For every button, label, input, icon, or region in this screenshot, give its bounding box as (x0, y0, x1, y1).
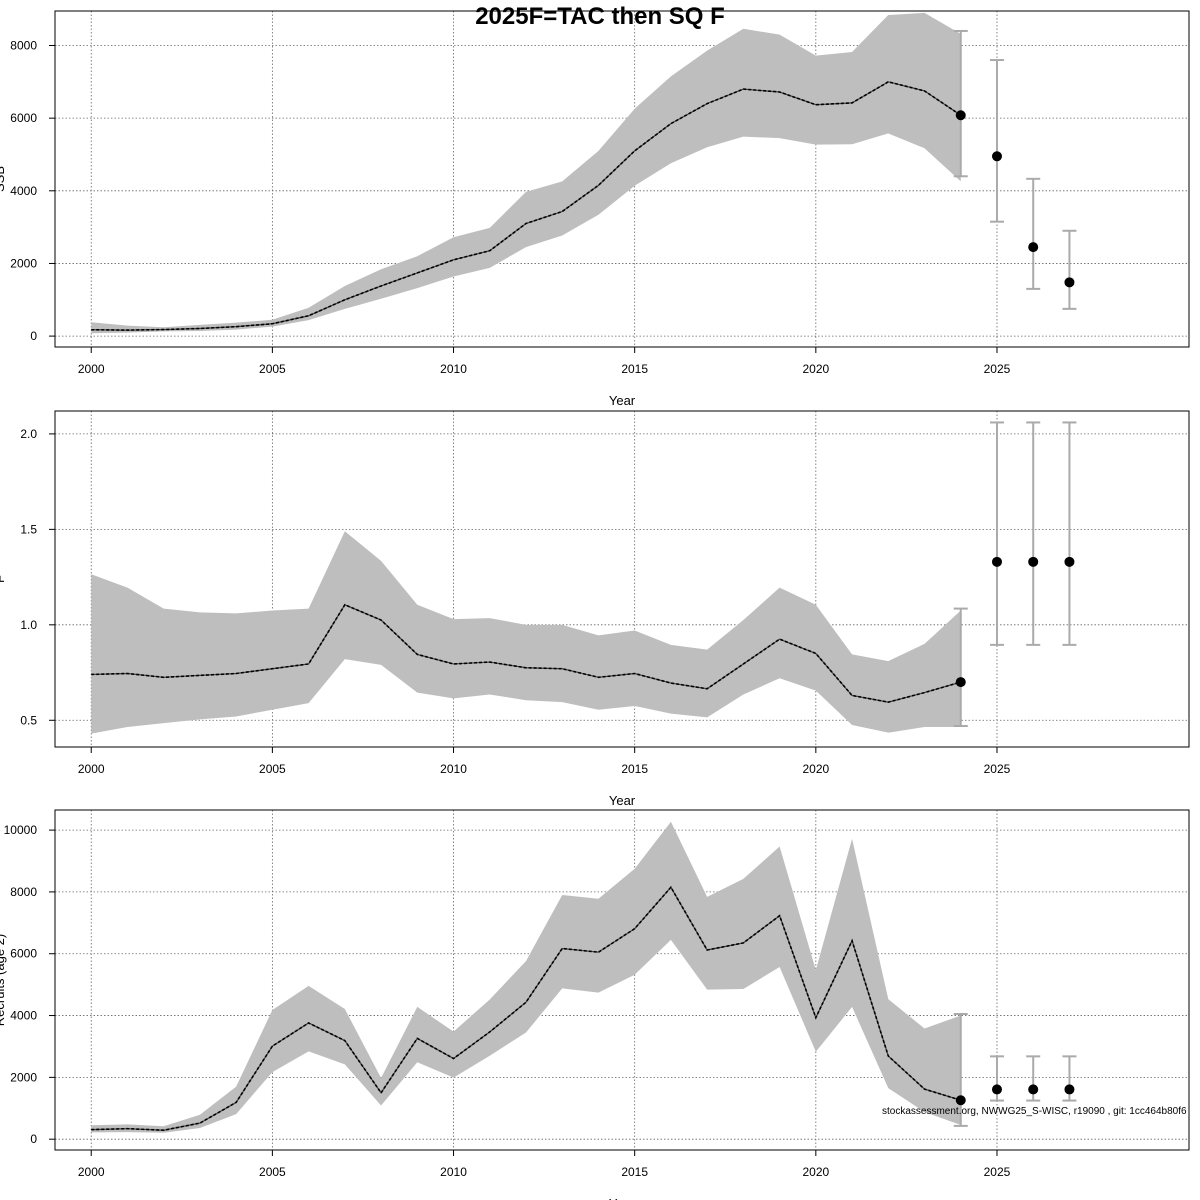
recruits-x-tick-label: 2010 (440, 1165, 467, 1179)
ssb-y-axis-label: SSB (0, 166, 7, 192)
f-forecast-point-2025 (991, 556, 1002, 567)
recruits-panel: 2000 2005 2010 2015 2020 2025 0 2000 4000 6000 800… (0, 809, 1190, 1200)
f-y-tick-label: 1.5 (20, 522, 37, 536)
f-x-tick-label: 2010 (440, 762, 467, 776)
ssb-x-axis-label: Year (609, 393, 636, 408)
ssb-forecast-point-2027 (1064, 277, 1075, 288)
ssb-last-year-point (955, 110, 966, 121)
ssb-x-tick-label: 2015 (621, 362, 648, 376)
ssb-y-tick-label: 6000 (10, 111, 37, 125)
recruits-x-tick-label: 2025 (984, 1165, 1011, 1179)
recruits-forecast-point-2025 (991, 1084, 1002, 1095)
f-forecast-point-2027 (1064, 556, 1075, 567)
f-estimate-line-dash (91, 603, 961, 703)
recruits-y-axis-label: Recruits (age 2) (0, 934, 7, 1026)
recruits-y-tick-label: 6000 (10, 947, 37, 961)
ssb-y-tick-label: 2000 (10, 256, 37, 270)
recruits-x-tick-label: 2020 (802, 1165, 829, 1179)
f-x-tick-label: 2000 (78, 762, 105, 776)
f-y-tick-label: 0.5 (20, 713, 37, 727)
recruits-y-tick-label: 4000 (10, 1009, 37, 1023)
recruits-estimate-line-dash (91, 885, 961, 1132)
f-x-tick-label: 2025 (984, 762, 1011, 776)
figure-title: 2025F=TAC then SQ F (475, 3, 725, 30)
f-y-tick-label: 1.0 (20, 618, 37, 632)
ssb-x-tick-label: 2010 (440, 362, 467, 376)
recruits-x-tick-label: 2005 (259, 1165, 286, 1179)
f-forecast-point-2026 (1028, 556, 1039, 567)
ssb-x-tick-label: 2000 (78, 362, 105, 376)
ssb-x-tick-label: 2020 (802, 362, 829, 376)
f-x-axis-label: Year (609, 793, 636, 808)
ssb-panel: 2000 2005 2010 2015 2020 2025 0 2000 4000 6000 800… (0, 10, 1190, 408)
ssb-x-tick-label: 2025 (984, 362, 1011, 376)
recruits-forecast-point-2027 (1064, 1084, 1075, 1095)
ssb-y-tick-label: 0 (30, 329, 37, 343)
recruits-y-tick-label: 0 (30, 1132, 37, 1146)
recruits-y-tick-label: 10000 (4, 823, 38, 837)
ssb-y-tick-label: 4000 (10, 184, 37, 198)
footnote: stockassessment.org, NWWG25_S-WISC, r190… (882, 1106, 1187, 1117)
f-x-tick-label: 2020 (802, 762, 829, 776)
recruits-plot-frame (54, 809, 1190, 1151)
recruits-last-year-point (955, 1095, 966, 1106)
f-last-year-point (955, 677, 966, 688)
f-x-tick-label: 2015 (621, 762, 648, 776)
ssb-forecast-point-2025 (991, 151, 1002, 162)
f-confidence-band (91, 531, 961, 734)
ssb-confidence-band (91, 12, 961, 334)
ssb-y-tick-label: 8000 (10, 39, 37, 53)
recruits-confidence-band (91, 821, 961, 1133)
ssb-forecast-point-2026 (1028, 242, 1039, 253)
ssb-x-tick-label: 2005 (259, 362, 286, 376)
recruits-x-tick-label: 2000 (78, 1165, 105, 1179)
f-y-tick-label: 2.0 (20, 427, 37, 441)
recruits-x-axis-label: Year (609, 1196, 636, 1200)
recruits-y-tick-label: 8000 (10, 885, 37, 899)
f-panel: 2000 2005 2010 2015 2020 2025 0.5 1.0 1.5 2.0 Year… (0, 410, 1190, 808)
recruits-y-tick-label: 2000 (10, 1070, 37, 1084)
recruits-forecast-point-2026 (1028, 1084, 1039, 1095)
ssb-estimate-line-dash (91, 80, 962, 331)
f-plot-frame (54, 410, 1190, 748)
f-x-tick-label: 2005 (259, 762, 286, 776)
recruits-x-tick-label: 2015 (621, 1165, 648, 1179)
f-y-axis-label: F (0, 575, 7, 583)
ssb-plot-frame (54, 10, 1190, 348)
